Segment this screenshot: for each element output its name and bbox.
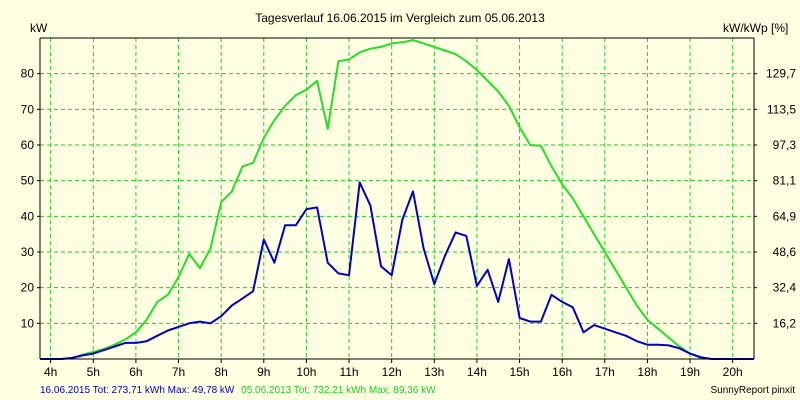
y-tick-label-right: 113,5 xyxy=(767,102,796,116)
x-tick-label: 5h xyxy=(87,365,100,379)
footer-series-2013: 05.06.2013 Tot: 732,21 kWh Max: 89,36 kW xyxy=(241,385,436,396)
x-ticks: 4h 5h 6h 7h 8h 9h 10h 11h 12h 13h 14h 15h 16h 17h 18h 1… xyxy=(44,359,743,379)
y-ticks-right: 16,2 32,4 48,6 64,9 81,1 97,3 113,5 129,7 xyxy=(754,67,797,330)
y-tick-label-left: 10 xyxy=(21,316,35,330)
x-tick-label: 11h xyxy=(339,365,358,379)
y-tick-label-left: 30 xyxy=(21,245,35,259)
y-tick-label-left: 40 xyxy=(21,209,35,223)
footer-series-2015: 16.06.2015 Tot: 273,71 kWh Max: 49,78 kW xyxy=(40,385,235,396)
x-tick-label: 6h xyxy=(129,365,142,379)
x-tick-label: 19h xyxy=(680,365,700,379)
y-ticks-left: 10 20 30 40 50 60 70 80 xyxy=(21,67,40,330)
y-tick-label-right: 32,4 xyxy=(773,281,797,295)
y-tick-label-left: 80 xyxy=(21,67,35,81)
credit-text: SunnyReport pinxit xyxy=(711,385,796,396)
y-tick-label-left: 60 xyxy=(21,138,35,152)
series-layer xyxy=(40,39,754,360)
x-tick-label: 10h xyxy=(296,365,316,379)
footer-legend: 16.06.2015 Tot: 273,71 kWh Max: 49,78 kW… xyxy=(40,385,436,396)
x-tick-label: 20h xyxy=(723,365,743,379)
x-tick-label: 18h xyxy=(637,365,657,379)
grid xyxy=(40,38,754,359)
x-tick-label: 8h xyxy=(214,365,227,379)
x-tick-label: 12h xyxy=(382,365,402,379)
y-tick-label-right: 48,6 xyxy=(773,245,797,259)
plot-area xyxy=(40,38,754,359)
series-line-16-06-2015 xyxy=(40,181,754,360)
x-tick-label: 9h xyxy=(257,365,270,379)
y-axis-right-unit: kW/kWp [%] xyxy=(723,21,788,35)
x-tick-label: 4h xyxy=(44,365,57,379)
x-tick-label: 16h xyxy=(552,365,572,379)
x-tick-label: 14h xyxy=(467,365,487,379)
y-tick-label-right: 16,2 xyxy=(773,316,797,330)
y-tick-label-right: 81,1 xyxy=(773,174,797,188)
x-tick-label: 7h xyxy=(172,365,185,379)
x-tick-label: 13h xyxy=(424,365,444,379)
y-tick-label-right: 64,9 xyxy=(773,209,797,223)
x-tick-label: 15h xyxy=(510,365,530,379)
y-tick-label-left: 50 xyxy=(21,174,35,188)
y-tick-label-right: 129,7 xyxy=(766,67,796,81)
y-tick-label-left: 20 xyxy=(21,281,35,295)
chart-title: Tagesverlauf 16.06.2015 im Vergleich zum… xyxy=(255,11,545,25)
y-axis-left-unit: kW xyxy=(30,21,48,35)
y-tick-label-right: 97,3 xyxy=(773,138,797,152)
y-tick-label-left: 70 xyxy=(21,102,35,116)
series-line-05-06-2013 xyxy=(40,39,754,360)
x-tick-label: 17h xyxy=(595,365,615,379)
